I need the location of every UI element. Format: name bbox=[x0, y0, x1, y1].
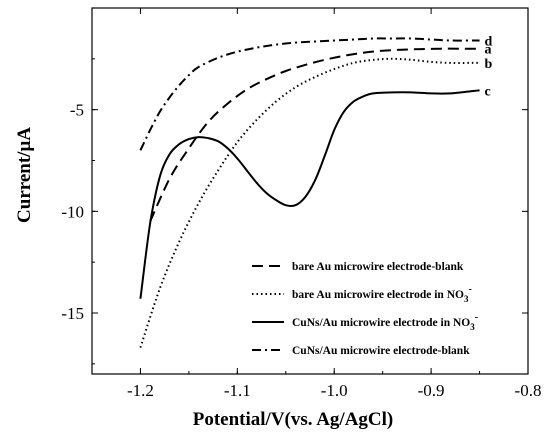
y-tick-label: -15 bbox=[61, 304, 84, 323]
y-axis-title: Current/μA bbox=[14, 127, 35, 223]
x-tick-label: -1.0 bbox=[321, 381, 348, 400]
curve-tag-b: b bbox=[485, 57, 493, 72]
curve-tag-c: c bbox=[485, 84, 491, 99]
x-axis-title: Potential/V(vs. Ag/AgCl) bbox=[193, 409, 394, 430]
x-tick-label: -0.8 bbox=[515, 381, 542, 400]
legend-label: bare Au microwire electrode-blank bbox=[292, 261, 464, 273]
axes: -1.2 -1.1 -1.0 -0.9 -0.8 -15 -10 -5 bbox=[61, 7, 542, 400]
legend-label: CuNs/Au microwire electrode in NO3- bbox=[292, 312, 478, 332]
curve-tags: abc d bbox=[485, 35, 493, 100]
curve-tag-a: a bbox=[485, 43, 492, 58]
legend-label: CuNs/Au microwire electrode-blank bbox=[292, 345, 470, 357]
y-tick-label: -10 bbox=[61, 202, 84, 221]
legend-label: bare Au microwire electrode in NO3- bbox=[292, 284, 472, 304]
series-line-c bbox=[139, 89, 480, 299]
series-line-d bbox=[139, 37, 480, 151]
plot-frame bbox=[91, 7, 529, 375]
series-line-b bbox=[139, 57, 480, 348]
x-tick-label: -0.9 bbox=[418, 381, 445, 400]
curve-tag-d: d bbox=[485, 35, 493, 50]
x-tick-label: -1.1 bbox=[224, 381, 251, 400]
y-tick-label: -5 bbox=[70, 101, 84, 120]
series-layer bbox=[139, 37, 480, 348]
x-tick-label: -1.2 bbox=[127, 381, 154, 400]
series-line-a bbox=[149, 47, 480, 222]
legend: bare Au microwire electrode-blank bare Au… bbox=[252, 261, 478, 357]
